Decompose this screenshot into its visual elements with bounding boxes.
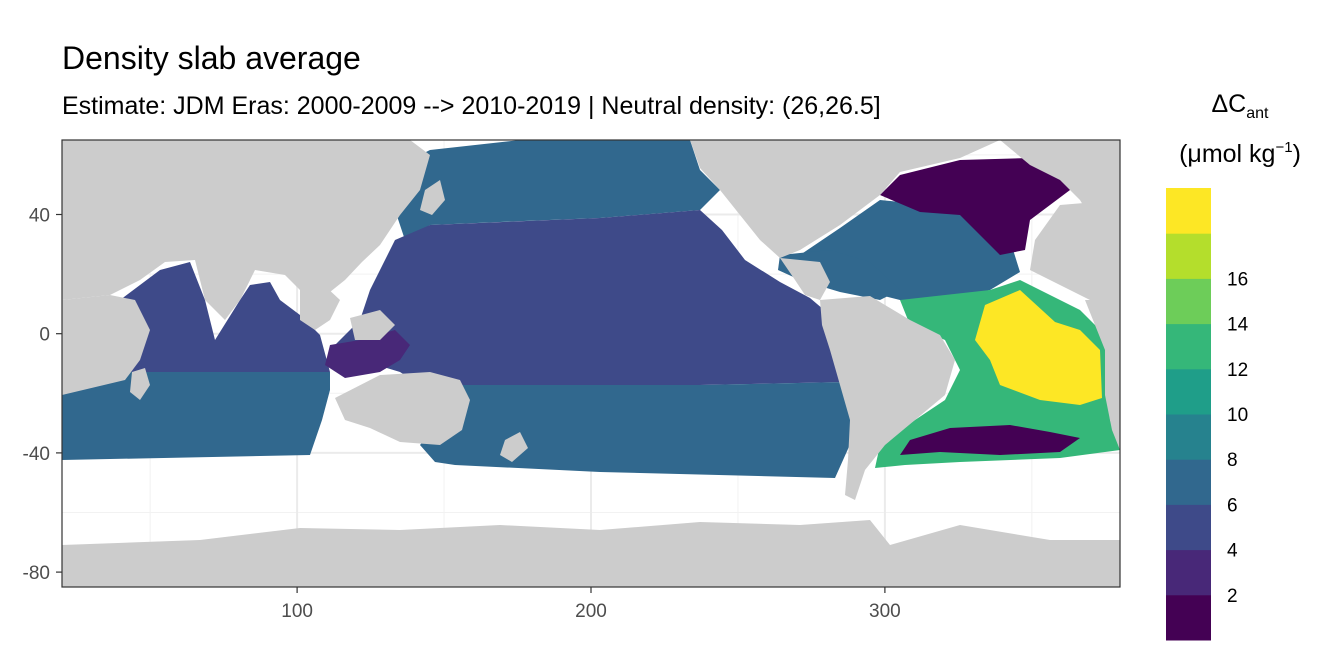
x-tick-label: 300 — [869, 601, 901, 622]
land-south-america — [820, 296, 955, 500]
land-japan — [420, 180, 445, 215]
y-tick-label: -40 — [23, 444, 50, 465]
y-tick-label: 40 — [29, 206, 50, 227]
land-west-africa — [1085, 300, 1120, 450]
region-pacific-central — [330, 210, 845, 385]
land-central-america — [780, 258, 830, 300]
land-antarctica — [62, 520, 1120, 587]
region-indian-south — [62, 372, 330, 460]
y-tick-label: -80 — [23, 563, 50, 584]
legend-color-bin — [1166, 323, 1211, 370]
legend-color-bin — [1166, 549, 1211, 596]
legend-break-label: 16 — [1227, 269, 1248, 290]
region-indonesian-seas — [325, 330, 410, 378]
land-asia-europe — [62, 140, 430, 320]
legend-break-label: 6 — [1227, 495, 1238, 516]
land-borneo — [350, 310, 395, 340]
legend-color-bin — [1166, 368, 1211, 415]
legend-color-bin — [1166, 233, 1211, 279]
legend-break-label: 2 — [1227, 586, 1238, 607]
legend-color-bin — [1166, 414, 1211, 460]
chart-title: Density slab average — [62, 40, 361, 76]
legend-break-label: 10 — [1227, 405, 1248, 426]
legend-break-label: 14 — [1227, 315, 1249, 336]
region-south-atlantic-gyre — [900, 425, 1080, 455]
region-south-pacific — [420, 382, 858, 478]
ocean-fields — [62, 140, 1120, 478]
legend-units: (μmol kg−1) — [1179, 139, 1301, 168]
region-north-pacific-subpolar — [395, 140, 720, 240]
land-africa — [62, 295, 150, 395]
legend-title: ΔCant — [1211, 90, 1269, 122]
land-europe-west — [1030, 200, 1120, 300]
legend-color-bin — [1166, 594, 1211, 641]
legend-color-bin — [1166, 278, 1211, 325]
land-india — [205, 262, 250, 318]
axes: 100 200 300 -80 -40 0 40 — [23, 206, 901, 623]
legend: ΔCant (μmol kg−1) 2 4 6 8 10 12 14 16 — [1166, 90, 1301, 641]
legend-break-label: 8 — [1227, 450, 1238, 471]
legend-break-label: 12 — [1227, 360, 1248, 381]
land-australia — [335, 372, 470, 445]
land-masses — [62, 140, 1120, 587]
land-new-zealand — [500, 432, 528, 462]
y-tick-label: 0 — [39, 325, 50, 346]
region-north-atlantic-subpolar — [880, 158, 1080, 255]
legend-color-bin — [1166, 459, 1211, 505]
land-north-america — [690, 140, 1000, 258]
chart-subtitle: Estimate: JDM Eras: 2000-2009 --> 2010-2… — [62, 92, 881, 120]
land-madagascar — [130, 368, 150, 400]
x-tick-label: 200 — [575, 601, 607, 622]
land-southeast-asia — [300, 286, 340, 330]
x-tick-label: 100 — [281, 601, 313, 622]
legend-color-bin — [1166, 188, 1211, 234]
legend-color-bin — [1166, 504, 1211, 551]
region-tropical-atlantic-east — [975, 290, 1102, 405]
legend-break-label: 4 — [1227, 541, 1238, 562]
map-panel — [62, 140, 1120, 587]
